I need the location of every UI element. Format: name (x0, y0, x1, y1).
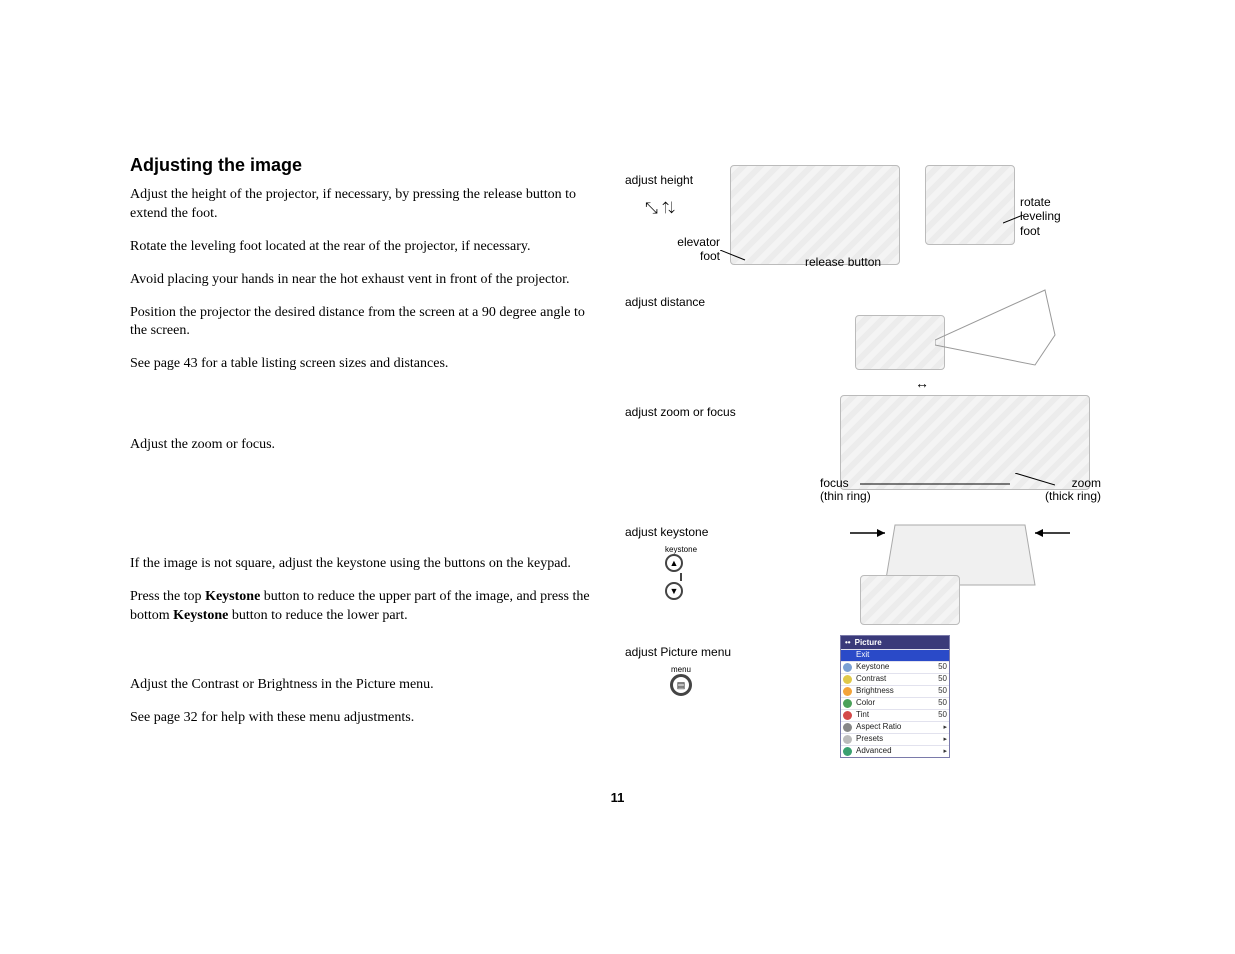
menu-circle-icon: ▤ (670, 674, 692, 696)
figure-adjust-keystone: adjust keystone keystone ▲ ▼ (625, 515, 1105, 635)
menu-item-icon (843, 735, 852, 744)
text-line: (thick ring) (1045, 489, 1101, 503)
figure-adjust-distance: adjust distance ↔ (625, 285, 1105, 395)
para-keystone-intro: If the image is not square, adjust the k… (130, 555, 600, 574)
menu-item-icon (843, 675, 852, 684)
menu-item-label: Exit (856, 651, 943, 660)
menu-item: Brightness 50 (841, 685, 949, 697)
text-fragment: Press the top (130, 589, 205, 604)
text-fragment: button to reduce the lower part. (228, 608, 407, 623)
para-zoomfocus: Adjust the zoom or focus. (130, 436, 600, 455)
menu-item-label: Color (856, 699, 934, 708)
connector-line (680, 573, 682, 581)
menu-item-value: 50 (938, 675, 947, 684)
page-number: 11 (0, 790, 1235, 805)
para-page32: See page 32 for help with these menu adj… (130, 709, 600, 728)
para-contrast: Adjust the Contrast or Brightness in the… (130, 676, 600, 695)
menu-item-label: Contrast (856, 675, 934, 684)
text-line: foot (1020, 224, 1040, 238)
text-line: zoom (1072, 476, 1101, 490)
illustration-projector-front (730, 165, 900, 265)
projection-cone-icon (935, 285, 1065, 375)
menu-item-icon (843, 651, 852, 660)
figure-adjust-picture-menu: adjust Picture menu menu ▤ ••Picture Exi… (625, 635, 1105, 745)
menu-item: Keystone 50 (841, 661, 949, 673)
para-distance: Position the projector the desired dista… (130, 304, 600, 342)
leader-line (860, 481, 1010, 493)
para-page43: See page 43 for a table listing screen s… (130, 355, 600, 374)
menu-item-value: 50 (938, 687, 947, 696)
menu-item-label: Tint (856, 711, 934, 720)
menu-item-icon (843, 663, 852, 672)
illustration-projector-rear (925, 165, 1015, 245)
menu-item-label: Presets (856, 735, 939, 744)
menu-item-icon (843, 687, 852, 696)
menu-item-value: ▸ (943, 724, 947, 732)
menu-item-icon (843, 711, 852, 720)
menu-item-icon (843, 699, 852, 708)
text-line: rotate (1020, 195, 1051, 209)
text-column: Adjusting the image Adjust the height of… (130, 155, 600, 742)
menu-item-icon (843, 747, 852, 756)
height-arrows-icon: ⤡ ⇅ (645, 200, 675, 218)
menu-caption: menu (670, 665, 692, 674)
page-heading: Adjusting the image (130, 155, 600, 176)
text-line: focus (820, 476, 849, 490)
menu-item: Tint 50 (841, 709, 949, 721)
keystone-up-icon: ▲ (665, 554, 683, 572)
menu-item: Contrast 50 (841, 673, 949, 685)
figure-adjust-height: adjust height ⤡ ⇅ elevator foot release … (625, 155, 1105, 285)
menu-item-value: ▸ (943, 748, 947, 756)
menu-item-value: ▸ (943, 736, 947, 744)
menu-item: Exit (841, 649, 949, 661)
label-adjust-keystone: adjust keystone (625, 525, 708, 539)
label-adjust-distance: adjust distance (625, 295, 705, 309)
menu-item-value: 50 (938, 699, 947, 708)
label-elevator-foot: elevator foot (670, 235, 720, 263)
leader-line (1003, 215, 1023, 225)
menu-item-label: Advanced (856, 747, 939, 756)
illustration-projector-keystone (860, 575, 960, 625)
leader-line (720, 250, 750, 265)
menu-item: Advanced ▸ (841, 745, 949, 757)
keyword-keystone: Keystone (173, 608, 228, 623)
picture-menu: ••Picture ExitKeystone50Contrast50Bright… (840, 635, 950, 758)
leader-line (1015, 473, 1055, 488)
para-keystone-detail: Press the top Keystone button to reduce … (130, 588, 600, 626)
para-leveling: Rotate the leveling foot located at the … (130, 238, 600, 257)
menu-item-value: 50 (938, 711, 947, 720)
distance-arrow-icon: ↔ (915, 375, 929, 391)
label-release-button: release button (805, 255, 881, 269)
picture-menu-items: ExitKeystone50Contrast50Brightness50Colo… (841, 649, 949, 757)
figure-adjust-zoom-focus: adjust zoom or focus focus (thin ring) z… (625, 395, 1105, 515)
illustration-projector-distance (855, 315, 945, 370)
menu-item: Presets ▸ (841, 733, 949, 745)
label-adjust-height: adjust height (625, 173, 693, 187)
para-height: Adjust the height of the projector, if n… (130, 186, 600, 224)
menu-item: Color 50 (841, 697, 949, 709)
menu-item-label: Aspect Ratio (856, 723, 939, 732)
menu-item-label: Keystone (856, 663, 934, 672)
text-line: leveling (1020, 209, 1061, 223)
label-adjust-picture-menu: adjust Picture menu (625, 645, 731, 659)
para-exhaust: Avoid placing your hands in near the hot… (130, 271, 600, 290)
keystone-buttons-icon: keystone ▲ ▼ (665, 545, 697, 600)
label-rotate-leveling-foot: rotate leveling foot (1020, 195, 1061, 238)
menu-item-icon (843, 723, 852, 732)
menu-button-icon: menu ▤ (670, 665, 692, 696)
page-content: Adjusting the image Adjust the height of… (130, 155, 1105, 745)
menu-item: Aspect Ratio ▸ (841, 721, 949, 733)
figure-column: adjust height ⤡ ⇅ elevator foot release … (625, 155, 1105, 745)
keystone-caption: keystone (665, 545, 697, 554)
keystone-down-icon: ▼ (665, 582, 683, 600)
picture-menu-title: ••Picture (841, 636, 949, 649)
label-adjust-zoomfocus: adjust zoom or focus (625, 405, 736, 419)
menu-item-label: Brightness (856, 687, 934, 696)
keyword-keystone: Keystone (205, 589, 260, 604)
menu-title-text: Picture (855, 638, 882, 647)
menu-item-value: 50 (938, 663, 947, 672)
